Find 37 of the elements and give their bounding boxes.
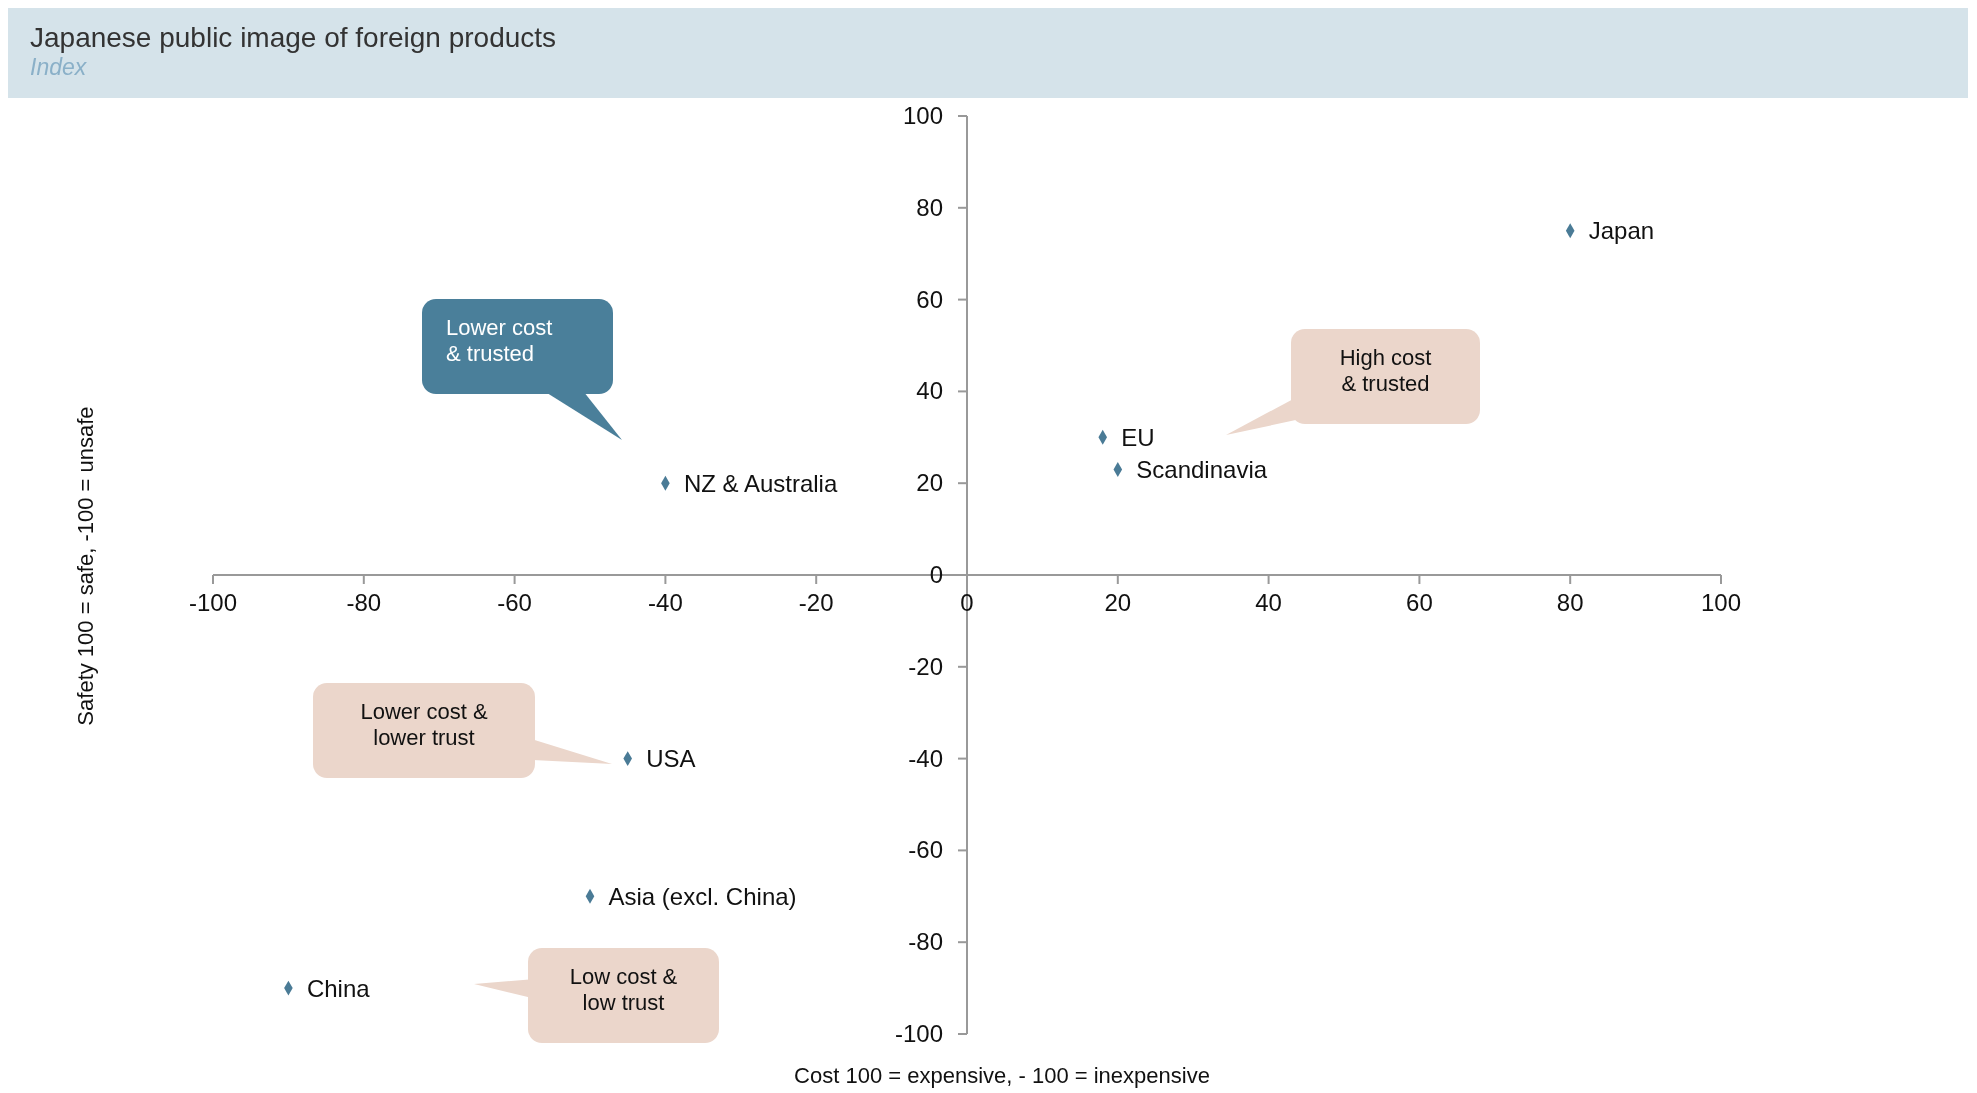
data-label: Asia (excl. China) bbox=[608, 882, 797, 910]
y-tick-label: 80 bbox=[916, 193, 943, 221]
annotation: Low cost & low trust bbox=[568, 964, 679, 1016]
data-label: China bbox=[306, 974, 371, 1002]
y-tick-label: 0 bbox=[929, 561, 943, 588]
x-axis-title: Cost 100 = expensive, - 100 = inexpensive bbox=[793, 1063, 1211, 1089]
x-tick-label: 0 bbox=[960, 589, 974, 616]
x-tick-label: -60 bbox=[497, 589, 532, 616]
y-tick-label: 40 bbox=[916, 377, 943, 405]
x-tick-label: 20 bbox=[1104, 589, 1132, 616]
data-label: Scandinavia bbox=[1136, 455, 1268, 483]
chart-title: Japanese public image of foreign products bbox=[30, 22, 558, 54]
x-tick-label: 100 bbox=[1700, 589, 1742, 616]
annotation: High cost & trusted bbox=[1338, 345, 1433, 397]
y-tick-label: 60 bbox=[916, 285, 943, 313]
x-tick-label: -80 bbox=[346, 589, 382, 616]
x-tick-label: 80 bbox=[1556, 589, 1584, 616]
data-label: Japan bbox=[1588, 217, 1655, 245]
y-tick-label: -20 bbox=[908, 652, 943, 680]
y-axis-title: Safety 100 = safe, -100 = unsafe bbox=[73, 405, 99, 728]
x-tick-label: 40 bbox=[1255, 589, 1282, 616]
annotation: Lower cost & trusted bbox=[445, 315, 554, 367]
x-tick-label: -100 bbox=[188, 589, 238, 616]
x-tick-label: -40 bbox=[648, 589, 683, 616]
x-tick-label: 60 bbox=[1406, 589, 1433, 616]
y-tick-label: -100 bbox=[894, 1020, 943, 1047]
x-tick-label: -20 bbox=[798, 589, 834, 616]
chart-subtitle: Index bbox=[30, 54, 88, 81]
data-label: USA bbox=[646, 745, 696, 773]
y-tick-label: -80 bbox=[908, 928, 943, 956]
data-label: NZ & Australia bbox=[683, 469, 838, 497]
y-tick-label: -40 bbox=[908, 744, 943, 772]
data-label: EU bbox=[1121, 423, 1155, 451]
y-tick-label: 20 bbox=[916, 469, 943, 497]
y-tick-label: 100 bbox=[902, 102, 943, 129]
y-tick-label: -60 bbox=[908, 836, 943, 864]
annotation: Lower cost & lower trust bbox=[359, 699, 489, 751]
